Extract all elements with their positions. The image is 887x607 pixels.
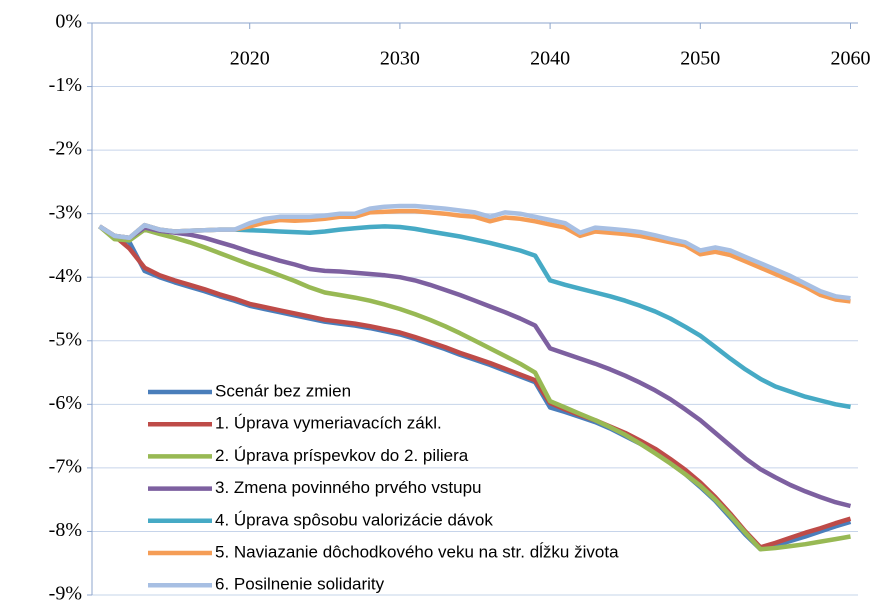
x-tick-label: 2060 <box>830 48 870 70</box>
legend-label: 5. Naviazanie dôchodkového veku na str. … <box>215 542 619 561</box>
legend-label: 1. Úprava vymeriavacích zákl. <box>215 414 442 433</box>
legend-label: 3. Zmena povinného prvého vstupu <box>215 478 482 497</box>
legend-label: 4. Úprava spôsobu valorizácie dávok <box>215 510 493 529</box>
legend-label: 6. Posilnenie solidarity <box>215 575 385 594</box>
series-line <box>98 224 851 552</box>
x-tick-label: 2030 <box>380 48 420 70</box>
y-tick-label: -3% <box>49 201 82 223</box>
x-tick-label: 2020 <box>230 48 270 70</box>
y-tick-label: -1% <box>49 74 82 96</box>
y-tick-label: -7% <box>49 455 82 477</box>
series-line <box>98 208 851 304</box>
y-tick-label: -9% <box>49 583 82 605</box>
series-line <box>98 224 852 550</box>
series-line <box>98 203 851 301</box>
series-line <box>98 224 852 552</box>
y-tick-label: -6% <box>49 392 82 414</box>
x-tick-label: 2050 <box>680 48 720 70</box>
legend-label: Scenár bez zmien <box>215 381 351 400</box>
y-tick-label: 0% <box>55 11 82 33</box>
legend-label: 2. Úprava príspevkov do 2. piliera <box>215 446 469 465</box>
y-tick-label: -5% <box>49 328 82 350</box>
y-tick-label: -2% <box>49 138 82 160</box>
x-tick-label: 2040 <box>530 48 570 70</box>
y-tick-label: -8% <box>49 519 82 541</box>
y-tick-label: -4% <box>49 265 82 287</box>
series-line <box>98 224 852 509</box>
